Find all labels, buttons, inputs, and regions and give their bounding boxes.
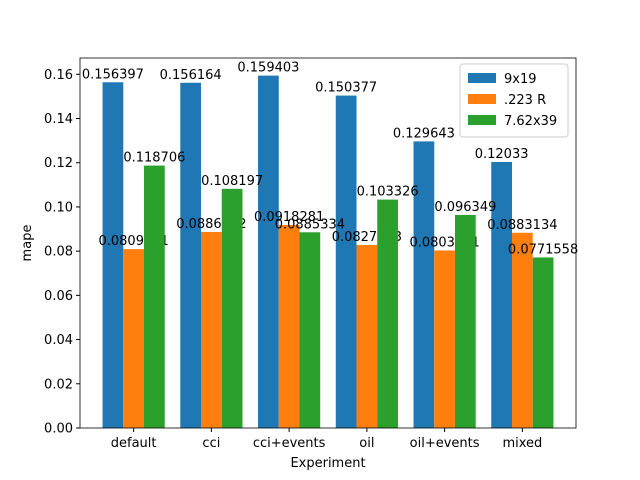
bar [454,215,476,428]
data-label: 0.0771558 [508,242,578,257]
y-tick-label: 0.10 [44,200,73,215]
y-tick-label: 0.14 [44,112,73,127]
y-tick-label: 0.00 [44,422,73,437]
x-tick-label: default [111,436,157,451]
legend-swatch [468,94,496,104]
bar [144,165,165,429]
data-label: 0.159403 [237,61,299,76]
data-label: 0.129643 [393,126,455,141]
data-label: 0.12033 [475,147,529,162]
legend-swatch [468,73,496,83]
bar [201,231,222,428]
data-label: 0.156397 [82,67,144,82]
legend-swatch [468,115,496,125]
x-tick-label: mixed [502,436,542,451]
data-label: 0.096349 [434,200,496,215]
bar [491,161,512,428]
bar [356,245,378,428]
bar [258,75,279,428]
y-tick-label: 0.12 [44,156,73,171]
bar [221,188,243,428]
bar [180,82,202,429]
data-label: 0.103326 [357,185,419,200]
y-tick-label: 0.06 [44,289,73,304]
bar [123,249,145,428]
data-label: 0.0883134 [487,218,557,233]
bar [434,250,455,428]
legend-label: 7.62x39 [504,114,557,129]
data-label: 0.0885334 [275,217,345,232]
bar [102,82,124,428]
bar [377,199,398,428]
x-tick-label: oil [359,436,374,451]
axes-frame [79,57,577,429]
x-axis-label: Experiment [290,456,365,471]
y-tick-label: 0.16 [44,68,73,83]
data-label: 0.156164 [160,68,222,83]
legend-label: 9x19 [504,72,537,87]
bar [532,257,554,428]
x-tick-label: cci [202,436,220,451]
data-label: 0.108197 [201,174,263,189]
bar [413,141,435,428]
y-tick-label: 0.08 [44,245,73,260]
y-tick-label: 0.02 [44,377,73,392]
y-tick-label: 0.04 [44,333,73,348]
data-label: 0.0918281 [254,210,324,225]
x-tick-label: oil+events [410,436,480,451]
x-tick-label: cci+events [253,436,326,451]
bar [299,232,321,428]
data-label: 0.118706 [123,151,185,166]
bar [278,224,300,428]
bar [335,95,357,429]
data-label: 0.150377 [315,81,377,96]
legend-label: .223 R [504,93,546,108]
bar [511,232,533,428]
y-axis-label: mape [20,225,35,262]
